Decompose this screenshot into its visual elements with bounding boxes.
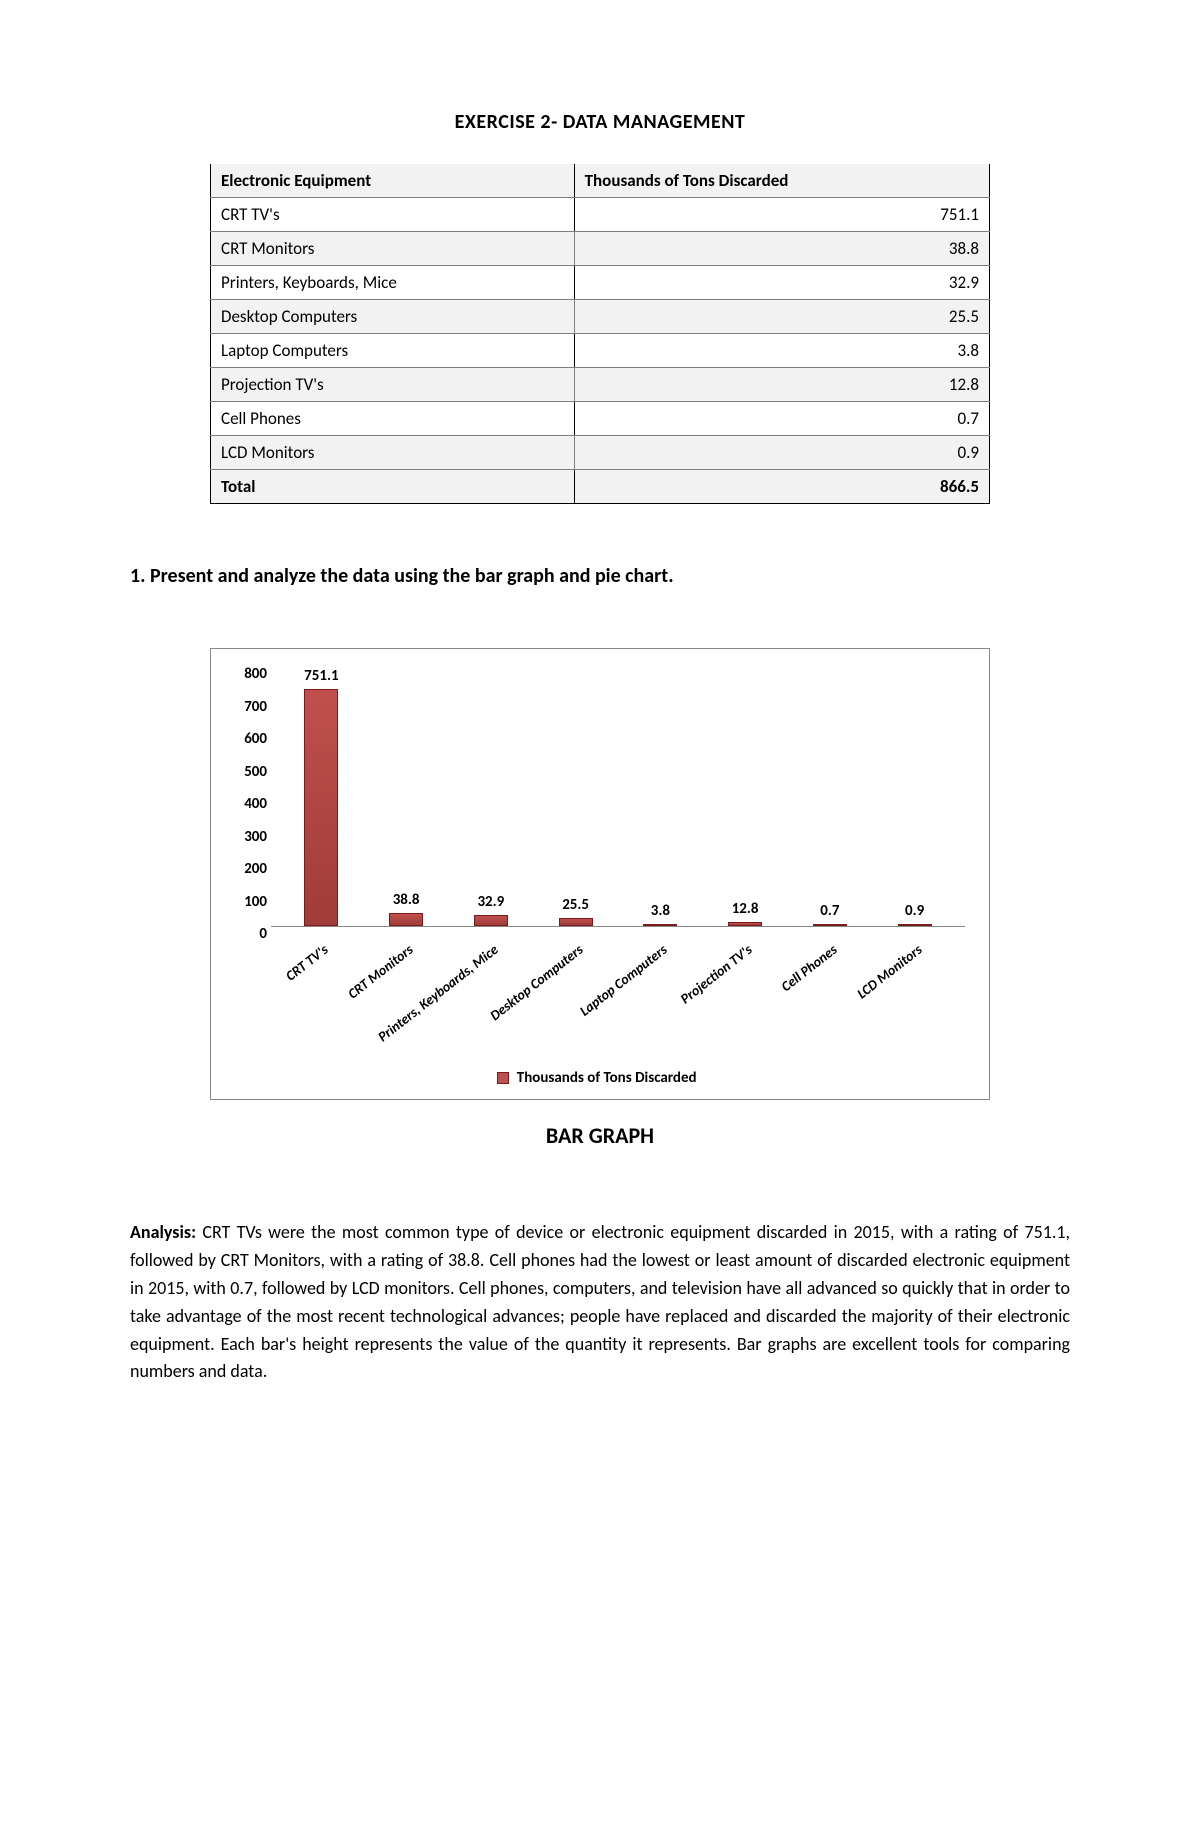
cell-value: 0.9 bbox=[574, 436, 989, 470]
table-row: Cell Phones0.7 bbox=[211, 402, 990, 436]
bar-slot: 32.9 bbox=[449, 667, 534, 926]
x-axis-labels: CRT TV'sCRT MonitorsPrinters, Keyboards,… bbox=[271, 933, 965, 1063]
y-tick-label: 400 bbox=[223, 795, 267, 813]
bar-value-label: 751.1 bbox=[304, 667, 338, 685]
bar-value-label: 3.8 bbox=[651, 902, 670, 920]
bar-rect bbox=[474, 915, 508, 926]
cell-value: 12.8 bbox=[574, 368, 989, 402]
cell-value: 32.9 bbox=[574, 266, 989, 300]
bar-value-label: 32.9 bbox=[477, 893, 504, 911]
y-tick-label: 800 bbox=[223, 665, 267, 683]
bar-chart: 751.1 38.8 32.9 25.5 3.8 12.8 0.7 0.9 0 100 200 30… bbox=[210, 648, 990, 1100]
x-label-slot: LCD Monitors bbox=[872, 933, 957, 1063]
cell-equipment: Desktop Computers bbox=[211, 300, 575, 334]
y-tick-label: 0 bbox=[223, 925, 267, 943]
bar-value-label: 25.5 bbox=[562, 896, 589, 914]
bar-rect bbox=[898, 924, 932, 926]
bar-slot: 25.5 bbox=[533, 667, 618, 926]
bar-slot: 0.9 bbox=[872, 667, 957, 926]
bar-rect bbox=[304, 689, 338, 926]
cell-value: 3.8 bbox=[574, 334, 989, 368]
cell-equipment: Printers, Keyboards, Mice bbox=[211, 266, 575, 300]
cell-equipment: Cell Phones bbox=[211, 402, 575, 436]
x-category-label: Cell Phones bbox=[778, 941, 841, 995]
table-row: LCD Monitors0.9 bbox=[211, 436, 990, 470]
y-tick-label: 300 bbox=[223, 828, 267, 846]
bars-row: 751.1 38.8 32.9 25.5 3.8 12.8 0.7 0.9 bbox=[271, 667, 965, 926]
chart-legend: Thousands of Tons Discarded bbox=[229, 1069, 965, 1087]
table-col-discarded: Thousands of Tons Discarded bbox=[574, 164, 989, 198]
table-col-equipment: Electronic Equipment bbox=[211, 164, 575, 198]
bar-rect bbox=[813, 924, 847, 926]
table-row: Desktop Computers25.5 bbox=[211, 300, 990, 334]
y-tick-label: 600 bbox=[223, 730, 267, 748]
x-category-label: CRT TV's bbox=[283, 941, 332, 985]
analysis-label: Analysis: bbox=[130, 1221, 196, 1243]
y-tick-label: 700 bbox=[223, 698, 267, 716]
x-label-slot: Cell Phones bbox=[788, 933, 873, 1063]
plot-area: 751.138.832.925.53.812.80.70.9 010020030… bbox=[271, 667, 965, 927]
table-row: CRT TV's751.1 bbox=[211, 198, 990, 232]
cell-value: 38.8 bbox=[574, 232, 989, 266]
cell-equipment: CRT Monitors bbox=[211, 232, 575, 266]
table-total-row: Total866.5 bbox=[211, 470, 990, 504]
cell-value: 25.5 bbox=[574, 300, 989, 334]
total-label: Total bbox=[211, 470, 575, 504]
chart-title: BAR GRAPH bbox=[130, 1122, 1070, 1149]
cell-equipment: Laptop Computers bbox=[211, 334, 575, 368]
bar-slot: 3.8 bbox=[618, 667, 703, 926]
bar-slot: 0.7 bbox=[788, 667, 873, 926]
y-tick-label: 100 bbox=[223, 893, 267, 911]
bar-rect bbox=[389, 913, 423, 926]
cell-value: 0.7 bbox=[574, 402, 989, 436]
cell-equipment: CRT TV's bbox=[211, 198, 575, 232]
table-row: Projection TV's12.8 bbox=[211, 368, 990, 402]
legend-swatch-icon bbox=[497, 1072, 509, 1084]
bar-slot: 12.8 bbox=[703, 667, 788, 926]
x-label-slot: Projection TV's bbox=[703, 933, 788, 1063]
data-table: Electronic Equipment Thousands of Tons D… bbox=[210, 164, 990, 504]
bar-value-label: 0.9 bbox=[905, 902, 924, 920]
total-value: 866.5 bbox=[574, 470, 989, 504]
bar-value-label: 38.8 bbox=[393, 891, 420, 909]
y-tick-label: 500 bbox=[223, 763, 267, 781]
table-row: Laptop Computers3.8 bbox=[211, 334, 990, 368]
bar-slot: 38.8 bbox=[364, 667, 449, 926]
analysis-text: CRT TVs were the most common type of dev… bbox=[130, 1221, 1070, 1382]
legend-label: Thousands of Tons Discarded bbox=[517, 1069, 697, 1087]
cell-equipment: LCD Monitors bbox=[211, 436, 575, 470]
bar-slot: 751.1 bbox=[279, 667, 364, 926]
cell-equipment: Projection TV's bbox=[211, 368, 575, 402]
table-row: Printers, Keyboards, Mice32.9 bbox=[211, 266, 990, 300]
bar-value-label: 0.7 bbox=[820, 902, 839, 920]
bar-rect bbox=[643, 924, 677, 926]
y-tick-label: 200 bbox=[223, 860, 267, 878]
bar-rect bbox=[728, 922, 762, 926]
table-row: CRT Monitors38.8 bbox=[211, 232, 990, 266]
page: EXERCISE 2- DATA MANAGEMENT Electronic E… bbox=[0, 0, 1200, 1504]
question-heading: 1. Present and analyze the data using th… bbox=[130, 564, 1070, 588]
cell-value: 751.1 bbox=[574, 198, 989, 232]
bar-value-label: 12.8 bbox=[732, 900, 759, 918]
page-title: EXERCISE 2- DATA MANAGEMENT bbox=[130, 110, 1070, 134]
bar-rect bbox=[559, 918, 593, 926]
table-header-row: Electronic Equipment Thousands of Tons D… bbox=[211, 164, 990, 198]
analysis-paragraph: Analysis: CRT TVs were the most common t… bbox=[130, 1219, 1070, 1386]
